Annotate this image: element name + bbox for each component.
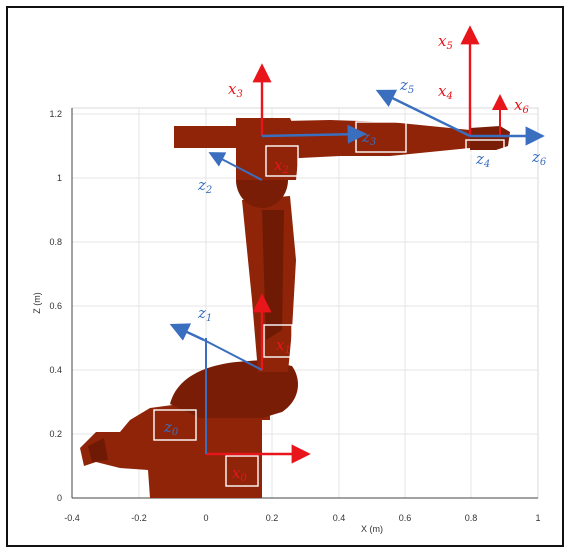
z1-label: z1 <box>197 304 212 324</box>
x-axis-label: X (m) <box>361 524 383 534</box>
x-tick-label: 0.6 <box>399 513 412 523</box>
x3-label: x3 <box>228 80 243 100</box>
z3-axis-arrow <box>261 124 367 144</box>
x4-label: x4 <box>438 82 453 102</box>
frame-2: x2 z2 <box>197 152 289 196</box>
y-tick-label: 0.4 <box>49 365 62 375</box>
x-tick-labels: -0.4 -0.2 0 0.2 0.4 0.6 0.8 1 <box>64 513 540 523</box>
z4-label: z4 <box>475 150 490 170</box>
x-tick-label: 0.2 <box>266 513 279 523</box>
y-tick-label: 0.6 <box>49 301 62 311</box>
z2-label: z2 <box>197 176 212 196</box>
x-tick-label: 1 <box>535 513 540 523</box>
y-tick-label: 0.8 <box>49 237 62 247</box>
z5-label: z5 <box>399 76 414 96</box>
x-tick-label: 0.8 <box>465 513 478 523</box>
x-tick-label: 0.4 <box>333 513 346 523</box>
shoulder <box>170 360 298 418</box>
frame-0: x0 z0 <box>163 338 311 484</box>
frame-1: x1 z1 <box>169 293 291 371</box>
y-tick-label: 1.2 <box>49 109 62 119</box>
z0-label: z0 <box>163 418 179 438</box>
y-tick-label: 0 <box>57 493 62 503</box>
z1-link-line <box>203 339 263 371</box>
y-tick-label: 0.2 <box>49 429 62 439</box>
z6-label: z6 <box>531 148 547 168</box>
x0-label: x0 <box>232 464 247 484</box>
x6-label: x6 <box>514 96 529 116</box>
frame-6: x6 z6 <box>470 94 547 168</box>
y-tick-labels: 0 0.2 0.4 0.6 0.8 1 1.2 <box>49 109 62 503</box>
forearm <box>174 126 236 148</box>
frame-5: x5 z5 <box>375 25 480 138</box>
x-tick-label: -0.4 <box>64 513 80 523</box>
x5-label: x5 <box>438 32 453 52</box>
z3-label: z3 <box>361 128 376 148</box>
x2-label: x2 <box>274 156 289 176</box>
y-axis-label: Z (m) <box>32 292 42 314</box>
x-tick-label: 0 <box>203 513 208 523</box>
z1-axis-arrow <box>169 323 205 342</box>
z5-axis-arrow <box>375 89 471 138</box>
robot-arm <box>80 118 510 498</box>
x-tick-label: -0.2 <box>131 513 147 523</box>
x1-label: x1 <box>276 336 291 356</box>
y-tick-label: 1 <box>57 173 62 183</box>
frame-3: x3 z3 <box>228 63 376 148</box>
z2-axis-arrow <box>208 152 263 181</box>
